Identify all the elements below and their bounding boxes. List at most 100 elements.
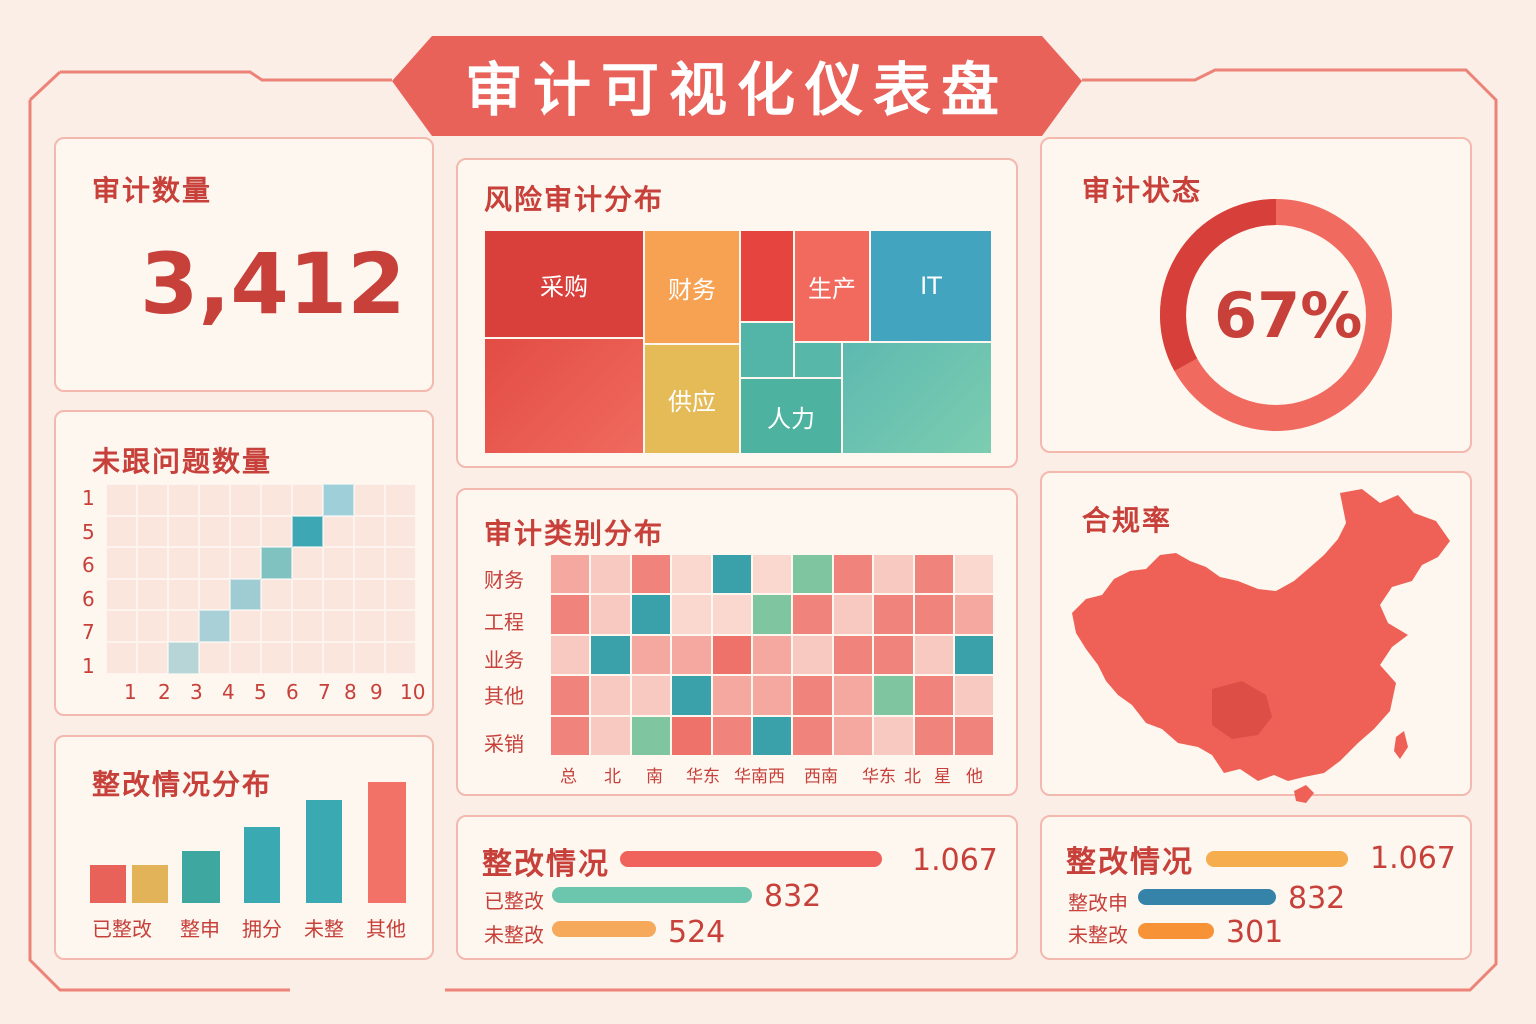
- heatmap-cell[interactable]: [711, 715, 752, 756]
- heatmap-cell[interactable]: [630, 715, 672, 756]
- heatmap-cell[interactable]: [671, 554, 712, 595]
- heatmap-cell[interactable]: [792, 634, 833, 676]
- rectification-dist-bar[interactable]: [306, 800, 342, 903]
- treemap-cell-it[interactable]: IT: [870, 230, 992, 342]
- rect-right-label-applied: 整改申: [1068, 891, 1128, 915]
- heatmap-cell[interactable]: [954, 594, 995, 635]
- heatmap-cell[interactable]: [590, 594, 631, 635]
- heatmap-cell[interactable]: [792, 594, 833, 635]
- heatmap-cell[interactable]: [630, 594, 672, 635]
- open-issues-cell: [385, 547, 416, 579]
- heatmap-cell[interactable]: [550, 634, 591, 676]
- treemap-cell-hr[interactable]: 人力: [740, 378, 842, 454]
- heatmap-cell[interactable]: [832, 715, 874, 756]
- heatmap-cell[interactable]: [671, 715, 712, 756]
- heatmap-cell[interactable]: [913, 675, 954, 716]
- heatmap-cell[interactable]: [671, 594, 712, 635]
- heatmap-cell[interactable]: [711, 554, 752, 595]
- heatmap-cell[interactable]: [671, 634, 712, 676]
- heatmap-cell[interactable]: [752, 715, 793, 756]
- heatmap-cell[interactable]: [873, 715, 914, 756]
- open-issues-cell: [292, 642, 323, 674]
- open-issues-cell: [261, 578, 292, 611]
- open-issues-cell: [323, 642, 354, 674]
- heatmap-cell[interactable]: [711, 634, 752, 676]
- heatmap-cell[interactable]: [913, 554, 954, 595]
- heatmap-cell[interactable]: [630, 554, 672, 595]
- treemap-label: IT: [920, 272, 942, 300]
- open-issues-cell: [292, 578, 323, 611]
- open-issues-x-label: 8: [344, 680, 357, 704]
- heatmap-cell[interactable]: [954, 634, 995, 676]
- open-issues-cell: [199, 547, 230, 579]
- open-issues-x-label: 3: [190, 680, 203, 704]
- rectification-dist-label: 拥分: [242, 917, 282, 941]
- treemap-cell-production[interactable]: 生产: [794, 230, 870, 342]
- heatmap-cell[interactable]: [550, 715, 591, 756]
- heatmap-cell[interactable]: [873, 594, 914, 635]
- heatmap-cell[interactable]: [832, 675, 874, 716]
- heatmap-cell[interactable]: [752, 594, 793, 635]
- heatmap-cell[interactable]: [752, 634, 793, 676]
- treemap-cell-purchase[interactable]: 采购: [484, 230, 644, 338]
- treemap-label: 采购: [540, 272, 588, 301]
- heatmap-cell[interactable]: [873, 675, 914, 716]
- open-issues-cell: [354, 547, 385, 579]
- heatmap-cell[interactable]: [913, 634, 954, 676]
- audit-status-title: 审计状态: [1082, 174, 1203, 207]
- rectification-dist-bar[interactable]: [132, 865, 168, 903]
- heatmap-cell[interactable]: [752, 675, 793, 716]
- open-issues-cell: [323, 547, 354, 579]
- heatmap-cell[interactable]: [590, 715, 631, 756]
- open-issues-highlight: [292, 515, 323, 548]
- heatmap-cell[interactable]: [832, 554, 874, 595]
- open-issues-cell: [385, 578, 416, 611]
- heatmap-cell[interactable]: [913, 594, 954, 635]
- heatmap-cell[interactable]: [752, 554, 793, 595]
- heatmap-cell[interactable]: [671, 675, 712, 716]
- audit-count-panel: 审计数量 3,412: [54, 137, 434, 392]
- heatmap-cell[interactable]: [873, 554, 914, 595]
- rectification-dist-bar[interactable]: [90, 865, 126, 903]
- heatmap-col-label: 北: [904, 767, 921, 787]
- treemap-cell-teal-a: [740, 322, 794, 378]
- heatmap-cell[interactable]: [873, 634, 914, 676]
- heatmap-cell[interactable]: [550, 594, 591, 635]
- heatmap-cell[interactable]: [913, 715, 954, 756]
- heatmap-cell[interactable]: [954, 715, 995, 756]
- heatmap-cell[interactable]: [711, 594, 752, 635]
- heatmap-cell[interactable]: [550, 554, 591, 595]
- treemap-cell-supply[interactable]: 供应: [644, 344, 740, 454]
- heatmap-cell[interactable]: [954, 675, 995, 716]
- open-issues-cell: [261, 642, 292, 674]
- rectification-dist-bar[interactable]: [244, 827, 280, 903]
- open-issues-x-label: 2: [158, 680, 171, 704]
- heatmap-col-label: 华东: [686, 767, 720, 787]
- heatmap-row-label: 财务: [484, 568, 524, 592]
- heatmap-cell[interactable]: [792, 715, 833, 756]
- rectification-dist-bar[interactable]: [182, 851, 220, 903]
- heatmap-cell[interactable]: [792, 554, 833, 595]
- heatmap-cell[interactable]: [590, 675, 631, 716]
- heatmap-cell[interactable]: [792, 675, 833, 716]
- treemap-cell-teal-b: [794, 342, 842, 378]
- heatmap-cell[interactable]: [954, 554, 995, 595]
- rectification-mid-panel: 整改情况 1.067 已整改 832 未整改 524: [456, 815, 1018, 960]
- heatmap-col-label: 星: [934, 767, 951, 787]
- treemap-label: 生产: [808, 274, 856, 303]
- open-issues-x-label: 4: [222, 680, 235, 704]
- heatmap-cell[interactable]: [630, 675, 672, 716]
- heatmap-cell[interactable]: [711, 675, 752, 716]
- heatmap-cell[interactable]: [590, 554, 631, 595]
- rectification-dist-bar[interactable]: [368, 782, 406, 903]
- heatmap-cell[interactable]: [550, 675, 591, 716]
- heatmap-cell[interactable]: [590, 634, 631, 676]
- open-issues-cell: [230, 484, 261, 516]
- treemap-cell-finance[interactable]: 财务: [644, 230, 740, 344]
- open-issues-cell: [323, 578, 354, 611]
- rect-right-value-total: 1.067: [1370, 841, 1456, 876]
- heatmap-cell[interactable]: [630, 634, 672, 676]
- heatmap-cell[interactable]: [832, 594, 874, 635]
- heatmap-cell[interactable]: [832, 634, 874, 676]
